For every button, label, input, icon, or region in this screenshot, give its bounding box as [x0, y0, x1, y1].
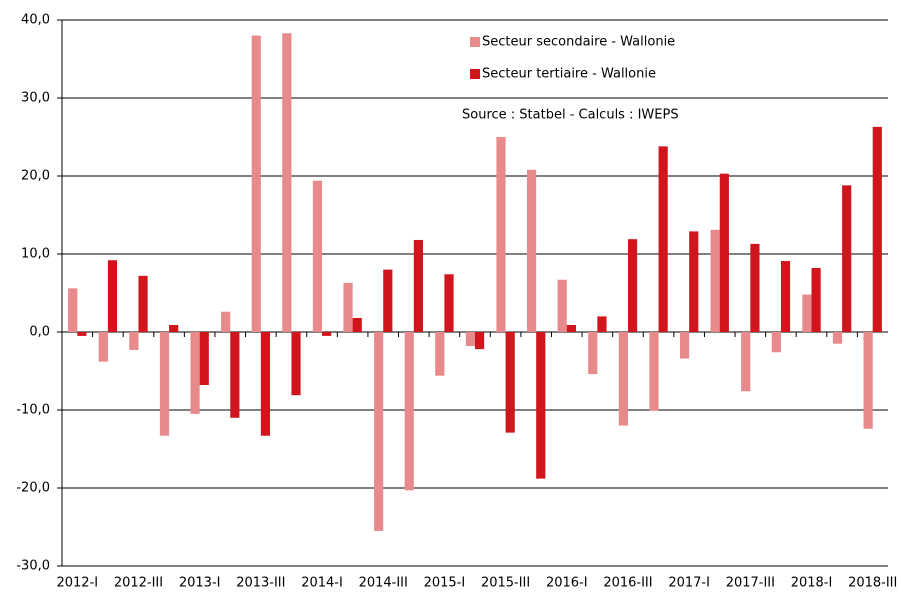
bar [771, 332, 781, 353]
bar [383, 269, 393, 332]
bar [282, 33, 292, 332]
x-tick-label: 2012-I [56, 576, 98, 591]
bar [863, 332, 873, 429]
x-tick-label: 2016-III [603, 576, 652, 591]
bar [872, 126, 882, 332]
bar [230, 332, 240, 418]
x-tick-label: 2014-III [359, 576, 408, 591]
x-tick-label: 2013-III [236, 576, 285, 591]
x-tick-label: 2015-I [424, 576, 466, 591]
bar [260, 332, 271, 436]
bar [496, 137, 506, 332]
bar [557, 279, 567, 332]
bar [679, 332, 690, 359]
x-tick-label: 2013-I [179, 576, 221, 591]
bar [536, 332, 546, 479]
bar [505, 332, 515, 433]
y-tick-label: -10,0 [16, 403, 50, 418]
bar [566, 324, 576, 332]
legend-swatch [470, 69, 480, 79]
bar [190, 332, 200, 414]
y-tick-label: 10,0 [21, 247, 50, 262]
bar [435, 332, 445, 376]
bar [811, 268, 821, 332]
bar [404, 332, 414, 491]
bar [68, 288, 78, 332]
bar [710, 229, 720, 332]
bar [221, 311, 231, 332]
x-tick-label: 2018-I [791, 576, 833, 591]
bar [842, 185, 852, 332]
x-tick-label: 2012-III [114, 576, 163, 591]
bar [741, 332, 751, 392]
bar [98, 332, 108, 362]
bar [322, 332, 332, 336]
bar [352, 317, 362, 332]
bar [413, 239, 423, 332]
y-tick-label: 0,0 [29, 325, 50, 340]
x-tick-label: 2014-I [301, 576, 343, 591]
x-tick-label: 2017-I [668, 576, 710, 591]
bar [689, 231, 699, 332]
bar [475, 332, 485, 350]
y-tick-label: -20,0 [16, 481, 50, 496]
bar [312, 180, 323, 332]
bar [291, 332, 301, 396]
bar [444, 274, 454, 332]
x-tick-label: 2015-III [481, 576, 530, 591]
legend-swatch [470, 37, 480, 47]
bar [129, 332, 139, 350]
bar [374, 332, 384, 531]
legend-label: Secteur secondaire - Wallonie [482, 35, 675, 50]
bar [719, 173, 729, 332]
x-tick-label: 2018-III [848, 576, 897, 591]
x-tick-label: 2017-III [726, 576, 775, 591]
bar [649, 332, 659, 411]
bar [588, 332, 598, 375]
y-tick-label: 40,0 [21, 13, 50, 28]
y-tick-label: 20,0 [21, 169, 50, 184]
bar [159, 332, 170, 436]
bar [77, 332, 87, 336]
bar [750, 243, 760, 332]
x-tick-label: 2016-I [546, 576, 588, 591]
annotation: Source : Statbel - Calculs : IWEPS [462, 108, 679, 123]
bar [251, 35, 261, 332]
bar [527, 169, 537, 332]
bar [658, 146, 668, 332]
legend-label: Secteur tertiaire - Wallonie [482, 67, 656, 82]
bar [597, 316, 607, 332]
bar [465, 332, 475, 347]
bar [343, 282, 353, 332]
bar [138, 275, 148, 332]
bar [169, 324, 179, 332]
bar [107, 260, 118, 332]
bar [832, 332, 843, 344]
bar [627, 239, 638, 332]
y-tick-label: -30,0 [16, 559, 50, 574]
bar [780, 261, 791, 332]
bar [802, 294, 812, 332]
bar [618, 332, 628, 426]
y-tick-label: 30,0 [21, 91, 50, 106]
bar [199, 332, 209, 386]
